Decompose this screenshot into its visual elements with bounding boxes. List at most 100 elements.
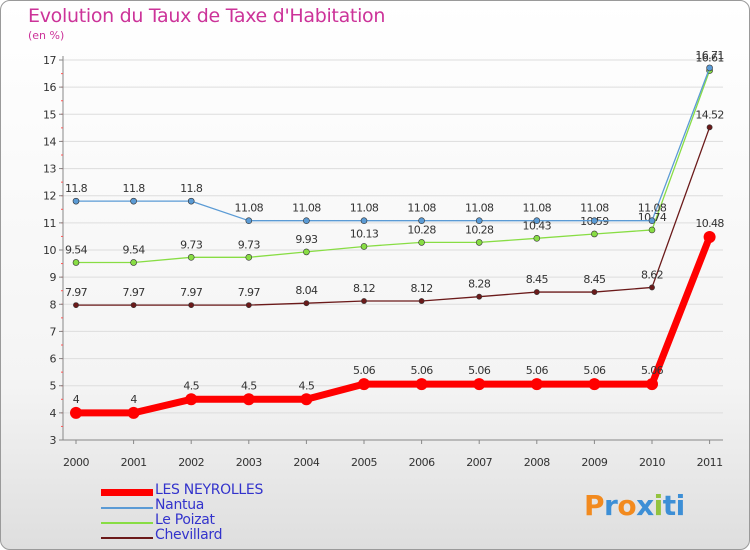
x-tick-label: 2010 bbox=[639, 456, 665, 469]
data-label-les-neyrolles: 10.48 bbox=[695, 217, 724, 230]
logo-letter: o bbox=[617, 489, 637, 522]
data-point-les-neyrolles bbox=[530, 378, 543, 391]
data-point-chevillard bbox=[706, 124, 713, 131]
data-point-le-poizat bbox=[360, 243, 368, 250]
data-label-nantua: 11.08 bbox=[638, 202, 667, 215]
data-label-chevillard: 7.97 bbox=[238, 286, 261, 299]
data-point-nantua bbox=[245, 217, 253, 224]
data-label-les-neyrolles: 5.06 bbox=[353, 364, 376, 377]
x-tick-label: 2007 bbox=[466, 456, 492, 469]
data-point-les-neyrolles bbox=[588, 378, 601, 391]
data-label-nantua: 11.08 bbox=[523, 202, 552, 215]
data-label-le-poizat: 10.28 bbox=[465, 223, 494, 236]
y-tick-label: 15 bbox=[43, 108, 56, 121]
data-point-nantua bbox=[648, 217, 656, 224]
data-point-nantua bbox=[130, 197, 137, 205]
data-point-les-neyrolles bbox=[185, 393, 198, 406]
data-point-le-poizat bbox=[475, 239, 483, 246]
data-point-nantua bbox=[533, 217, 541, 224]
data-point-nantua bbox=[360, 217, 368, 224]
data-label-les-neyrolles: 4.5 bbox=[241, 379, 257, 392]
data-label-nantua: 16.71 bbox=[695, 49, 724, 62]
logo-letter: P bbox=[584, 489, 605, 522]
legend-label-le-poizat: Le Poizat bbox=[155, 512, 215, 528]
data-point-nantua bbox=[418, 217, 425, 224]
data-label-chevillard: 8.62 bbox=[641, 268, 663, 281]
data-label-nantua: 11.08 bbox=[580, 202, 609, 215]
series-line-les-neyrolles bbox=[72, 233, 714, 417]
logo-letter: ti bbox=[662, 489, 685, 522]
data-point-chevillard bbox=[303, 300, 310, 307]
data-label-les-neyrolles: 4.5 bbox=[183, 379, 199, 392]
data-label-chevillard: 8.04 bbox=[295, 284, 318, 297]
legend-label-chevillard: Chevillard bbox=[155, 527, 223, 543]
data-point-les-neyrolles bbox=[127, 406, 140, 419]
series-line-chevillard bbox=[75, 126, 711, 306]
logo-letter: x bbox=[636, 489, 654, 522]
y-tick-label: 4 bbox=[50, 407, 57, 420]
data-label-chevillard: 8.45 bbox=[526, 273, 549, 286]
data-label-chevillard: 7.97 bbox=[65, 286, 88, 299]
data-label-nantua: 11.08 bbox=[292, 202, 321, 215]
data-point-les-neyrolles bbox=[415, 378, 428, 391]
legend-swatch-le-poizat bbox=[101, 522, 153, 524]
y-tick-label: 6 bbox=[50, 353, 57, 366]
logo-letter: i bbox=[653, 489, 664, 522]
data-point-les-neyrolles bbox=[473, 378, 486, 391]
data-point-nantua bbox=[72, 197, 80, 205]
data-point-le-poizat bbox=[591, 230, 598, 238]
x-tick-label: 2005 bbox=[351, 456, 377, 469]
y-tick-label: 8 bbox=[50, 298, 57, 311]
x-tick-label: 2002 bbox=[178, 456, 204, 469]
data-point-le-poizat bbox=[245, 254, 253, 261]
data-label-nantua: 11.08 bbox=[465, 202, 494, 215]
legend-label-les-neyrolles: LES NEYROLLES bbox=[155, 482, 264, 498]
data-point-le-poizat bbox=[648, 226, 656, 234]
x-tick-label: 2000 bbox=[63, 456, 89, 469]
data-label-nantua: 11.8 bbox=[180, 182, 203, 195]
y-tick-label: 9 bbox=[50, 271, 57, 284]
data-point-le-poizat bbox=[187, 254, 195, 261]
y-tick-label: 12 bbox=[43, 190, 56, 203]
data-point-les-neyrolles bbox=[358, 378, 370, 391]
data-point-chevillard bbox=[533, 289, 540, 295]
chart-unit-label: (en %) bbox=[28, 29, 65, 42]
y-tick-label: 16 bbox=[43, 81, 56, 94]
data-label-nantua: 11.08 bbox=[350, 202, 379, 215]
x-tick-label: 2011 bbox=[697, 456, 723, 469]
x-tick-label: 2006 bbox=[409, 456, 435, 469]
y-tick-label: 17 bbox=[43, 54, 56, 67]
data-point-chevillard bbox=[418, 298, 425, 304]
data-label-nantua: 11.08 bbox=[407, 202, 436, 215]
data-point-le-poizat bbox=[303, 248, 310, 256]
proxiti-logo: Proxiti bbox=[584, 489, 685, 522]
data-point-les-neyrolles bbox=[70, 406, 82, 419]
chart-title: Evolution du Taux de Taxe d'Habitation bbox=[28, 5, 386, 27]
legend-swatch-nantua bbox=[101, 507, 153, 509]
data-label-le-poizat: 10.28 bbox=[407, 223, 436, 236]
y-tick-label: 11 bbox=[43, 217, 56, 230]
data-point-le-poizat bbox=[533, 235, 541, 242]
data-label-chevillard: 8.12 bbox=[411, 282, 433, 295]
data-label-le-poizat: 9.73 bbox=[238, 238, 261, 251]
data-label-les-neyrolles: 4.5 bbox=[299, 379, 315, 392]
data-point-chevillard bbox=[649, 284, 655, 291]
data-label-chevillard: 7.97 bbox=[180, 286, 203, 299]
data-point-nantua bbox=[706, 64, 713, 72]
data-point-nantua bbox=[187, 197, 195, 205]
data-point-chevillard bbox=[73, 302, 79, 308]
data-point-les-neyrolles bbox=[646, 378, 658, 391]
x-tick-label: 2008 bbox=[524, 456, 550, 469]
y-tick-label: 7 bbox=[50, 325, 57, 338]
series-line-le-poizat bbox=[75, 69, 711, 264]
data-label-les-neyrolles: 4 bbox=[73, 393, 80, 406]
data-label-chevillard: 8.45 bbox=[583, 273, 606, 286]
y-tick-label: 13 bbox=[43, 163, 56, 176]
data-label-les-neyrolles: 5.06 bbox=[468, 364, 491, 377]
data-label-le-poizat: 9.54 bbox=[65, 243, 88, 256]
data-point-les-neyrolles bbox=[300, 393, 313, 406]
data-point-le-poizat bbox=[72, 259, 80, 266]
data-point-le-poizat bbox=[130, 259, 137, 266]
